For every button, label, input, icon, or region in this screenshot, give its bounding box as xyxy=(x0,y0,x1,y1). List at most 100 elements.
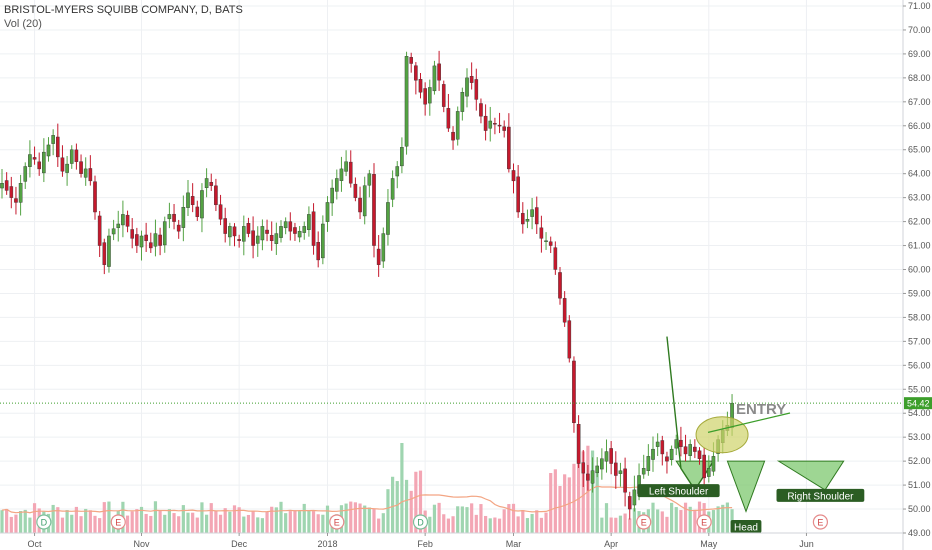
candle xyxy=(37,152,41,176)
pattern-label-right-shoulder: Right Shoulder xyxy=(776,488,865,502)
candle xyxy=(148,232,153,253)
volume-bar xyxy=(497,518,502,533)
volume-bar xyxy=(209,503,213,533)
volume-bar xyxy=(279,501,283,533)
earnings-marker: E xyxy=(110,514,126,530)
candle-body xyxy=(669,448,674,460)
candle xyxy=(228,222,232,246)
volume-bar xyxy=(149,515,153,533)
price-tick-label: 55.00 xyxy=(908,384,931,394)
candle xyxy=(390,170,395,208)
price-tick-label: 50.00 xyxy=(908,504,931,514)
pattern-label-head: Head xyxy=(730,520,762,534)
candle xyxy=(553,241,558,275)
candle-body xyxy=(367,173,372,186)
candle xyxy=(274,222,279,255)
candle-body xyxy=(23,166,28,182)
candle-body xyxy=(172,213,176,222)
volume-bar xyxy=(721,504,725,533)
volume-bar xyxy=(98,518,102,533)
price-tick-label: 69.00 xyxy=(908,49,931,59)
candle xyxy=(530,197,534,230)
candle xyxy=(293,222,297,241)
candle xyxy=(572,356,576,433)
candle xyxy=(614,451,618,489)
candle xyxy=(502,120,507,138)
candle-body xyxy=(539,227,544,239)
candle xyxy=(558,267,562,305)
candle-body xyxy=(437,63,441,81)
candle-body xyxy=(465,77,469,97)
volume-bar xyxy=(725,502,729,533)
candle xyxy=(567,315,572,363)
volume-bar xyxy=(181,505,185,533)
candle xyxy=(358,186,362,220)
candle xyxy=(469,62,474,90)
candle xyxy=(372,163,376,258)
price-tick-label: 56.00 xyxy=(908,360,931,370)
volume-bar xyxy=(70,514,74,533)
volume-bar xyxy=(84,508,88,533)
volume-bar xyxy=(609,517,613,533)
candle-body xyxy=(200,190,204,219)
candle xyxy=(395,161,400,189)
volume-bar xyxy=(446,518,450,533)
volume-bar xyxy=(321,514,325,533)
candle xyxy=(432,60,437,95)
candle-body xyxy=(432,65,437,92)
volume-bar xyxy=(302,503,306,533)
candle xyxy=(4,172,9,195)
candle-body xyxy=(279,226,283,238)
candle xyxy=(42,138,46,183)
volume-bar xyxy=(581,451,585,533)
candle xyxy=(525,209,530,229)
candle-body xyxy=(339,168,344,181)
candle-body xyxy=(641,468,646,475)
candle-body xyxy=(562,298,567,323)
volume-bar xyxy=(493,517,497,533)
candle xyxy=(376,235,381,277)
candle-body xyxy=(56,136,60,158)
candle xyxy=(381,227,386,268)
candle-body xyxy=(353,183,358,198)
volume-bar xyxy=(391,476,395,533)
candle-body xyxy=(28,154,32,167)
time-tick-label: Mar xyxy=(506,539,522,549)
candle xyxy=(74,143,79,170)
candle xyxy=(279,220,283,243)
candle xyxy=(632,475,637,512)
candle-body xyxy=(544,240,548,242)
volume-bar xyxy=(293,510,297,533)
candle-body xyxy=(293,227,297,234)
entry-zone-ellipse xyxy=(695,416,749,454)
candle-body xyxy=(316,242,321,261)
candle xyxy=(65,156,69,186)
volume-bar xyxy=(325,505,330,533)
volume-bar xyxy=(298,511,302,533)
candle-body xyxy=(414,65,418,81)
candle-body xyxy=(655,441,660,447)
earnings-marker: E xyxy=(329,514,345,530)
candle xyxy=(9,176,14,209)
price-tick-label: 64.00 xyxy=(908,169,931,179)
pattern-label-text: Left Shoulder xyxy=(649,487,709,498)
candle-body xyxy=(74,149,79,162)
volume-bar xyxy=(623,513,627,533)
volume-bar xyxy=(5,508,9,533)
time-tick-label: Apr xyxy=(604,539,618,549)
volume-bar xyxy=(195,517,199,533)
candle xyxy=(186,179,190,216)
volume-bar xyxy=(400,443,404,533)
volume-bar xyxy=(521,510,525,533)
volume-bar xyxy=(353,502,357,533)
marker-letter: D xyxy=(417,518,424,528)
marker-letter: E xyxy=(817,518,823,528)
earnings-marker: E xyxy=(696,514,712,530)
volume-bar xyxy=(0,510,4,533)
volume-bar xyxy=(14,514,18,533)
volume-bar xyxy=(367,507,371,533)
candle-body xyxy=(483,115,488,131)
volume-bar xyxy=(502,509,506,533)
volume-bar xyxy=(242,516,246,533)
